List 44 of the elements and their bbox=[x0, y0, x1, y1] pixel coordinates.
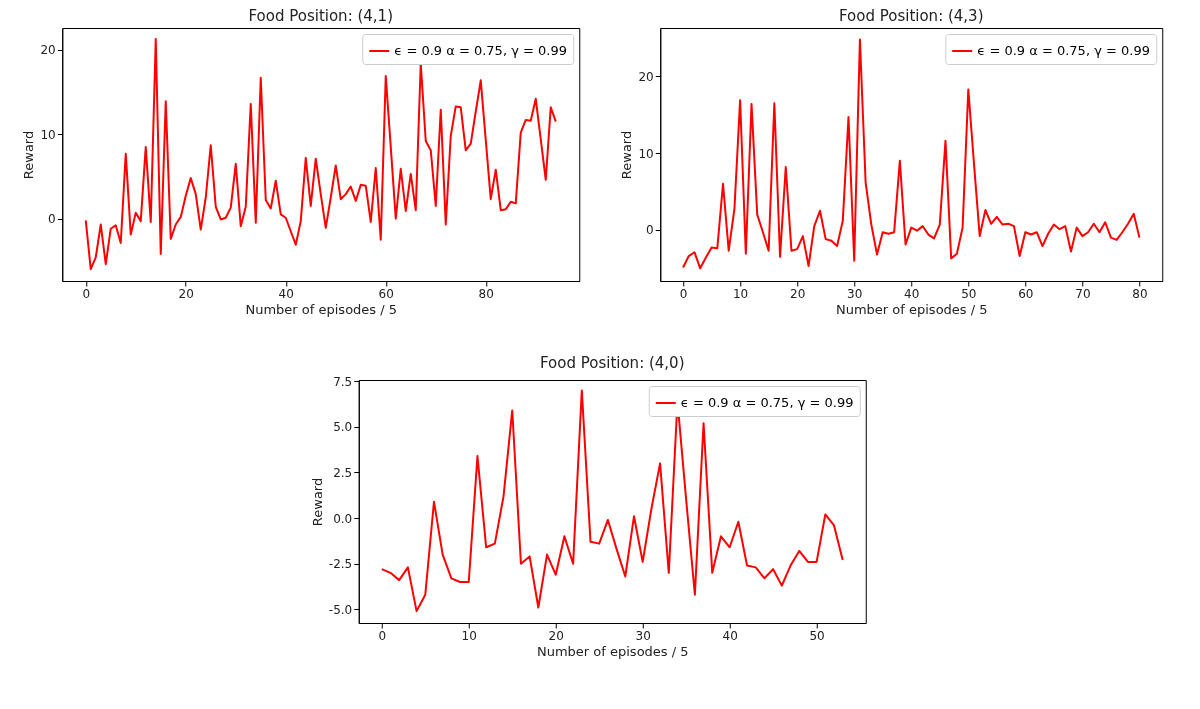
y-tick-label: 5.0 bbox=[333, 420, 353, 435]
x-axis-title: Number of episodes / 5 bbox=[245, 301, 398, 317]
x-tick-label: 20 bbox=[790, 286, 806, 301]
y-tick-label: 2.5 bbox=[333, 465, 353, 480]
chart-title: Food Position: (4,1) bbox=[248, 7, 394, 25]
y-axis-title: Reward bbox=[309, 477, 325, 527]
x-tick-label: 0 bbox=[679, 286, 688, 301]
legend-label: ϵ = 0.9 α = 0.75, γ = 0.99 bbox=[394, 43, 567, 58]
x-tick-label: 40 bbox=[722, 628, 738, 643]
x-tick-label: 0 bbox=[82, 286, 91, 301]
y-tick-label: 20 bbox=[638, 69, 654, 84]
x-tick-label: 30 bbox=[847, 286, 863, 301]
y-tick-label: 0 bbox=[48, 212, 56, 227]
x-tick-label: 80 bbox=[478, 286, 494, 301]
x-tick-label: 60 bbox=[1018, 286, 1034, 301]
x-tick-label: 10 bbox=[461, 628, 477, 643]
x-axis-title: Number of episodes / 5 bbox=[536, 643, 689, 659]
x-tick-label: 40 bbox=[278, 286, 294, 301]
y-axis-title: Reward bbox=[619, 130, 635, 180]
y-tick-label: 0.0 bbox=[333, 511, 353, 526]
y-tick-label: 20 bbox=[40, 43, 56, 58]
y-tick-label: 10 bbox=[638, 146, 654, 161]
x-tick-label: 50 bbox=[809, 628, 825, 643]
x-tick-label: 10 bbox=[732, 286, 749, 301]
x-tick-label: 40 bbox=[904, 286, 920, 301]
legend-label: ϵ = 0.9 α = 0.75, γ = 0.99 bbox=[680, 395, 854, 410]
x-tick-label: 30 bbox=[635, 628, 651, 643]
x-tick-label: 70 bbox=[1075, 286, 1091, 301]
chart-title: Food Position: (4,3) bbox=[838, 7, 984, 25]
x-tick-label: 0 bbox=[378, 628, 387, 643]
y-axis-title: Reward bbox=[21, 130, 37, 180]
x-axis-title: Number of episodes / 5 bbox=[835, 301, 988, 317]
y-tick-label: 10 bbox=[40, 127, 56, 142]
x-tick-label: 20 bbox=[178, 286, 194, 301]
x-tick-label: 80 bbox=[1132, 286, 1148, 301]
y-tick-label: -2.5 bbox=[328, 557, 353, 572]
y-tick-label: 0 bbox=[646, 223, 654, 238]
x-tick-label: 60 bbox=[378, 286, 394, 301]
x-tick-label: 50 bbox=[961, 286, 977, 301]
x-tick-label: 20 bbox=[548, 628, 564, 643]
chart-title: Food Position: (4,0) bbox=[539, 354, 685, 373]
y-tick-label: 7.5 bbox=[333, 374, 353, 389]
y-tick-label: -5.0 bbox=[328, 602, 353, 617]
legend-label: ϵ = 0.9 α = 0.75, γ = 0.99 bbox=[977, 43, 1150, 58]
